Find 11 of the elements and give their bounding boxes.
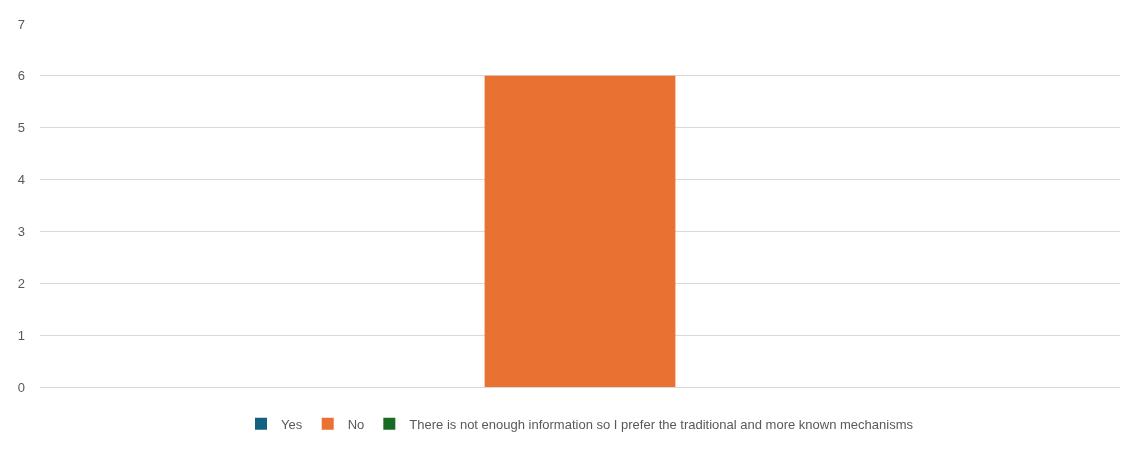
y-tick-label: 7 <box>17 16 25 32</box>
y-tick-label: 5 <box>17 120 25 136</box>
y-tick-label: 4 <box>17 172 25 188</box>
legend-label: No <box>347 416 365 432</box>
y-tick-label: 0 <box>17 379 25 395</box>
y-tick-label: 1 <box>17 327 25 343</box>
y-tick-label: 6 <box>17 68 25 84</box>
y-tick-label: 2 <box>17 275 25 291</box>
legend-label: Yes <box>281 416 303 432</box>
y-tick-label: 3 <box>17 223 25 239</box>
legend-label: There is not enough information so I prefer the traditional and more known mechanisms <box>409 416 914 432</box>
